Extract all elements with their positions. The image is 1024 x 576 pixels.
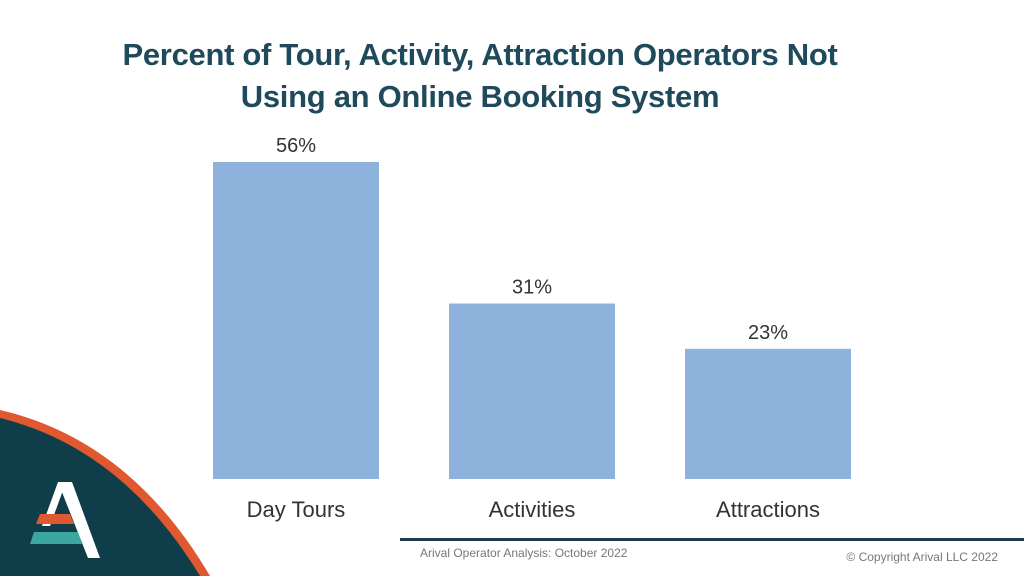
data-label: 23%	[748, 322, 788, 344]
category-tick-label: Day Tours	[247, 497, 346, 522]
data-label: 56%	[276, 135, 316, 157]
footer-rule	[400, 538, 1024, 541]
footer-copyright: © Copyright Arival LLC 2022	[846, 550, 998, 564]
bar-activities	[449, 303, 615, 479]
corner-decoration	[0, 410, 210, 576]
arival-logo-icon	[30, 482, 100, 558]
chart-title: Percent of Tour, Activity, Attraction Op…	[122, 37, 838, 114]
category-tick-label: Activities	[489, 497, 576, 522]
bar-attractions	[685, 348, 851, 479]
data-label: 31%	[512, 277, 552, 299]
category-tick-label: Attractions	[716, 497, 820, 522]
bar-day-tours	[213, 162, 379, 479]
footer-source: Arival Operator Analysis: October 2022	[420, 546, 628, 560]
